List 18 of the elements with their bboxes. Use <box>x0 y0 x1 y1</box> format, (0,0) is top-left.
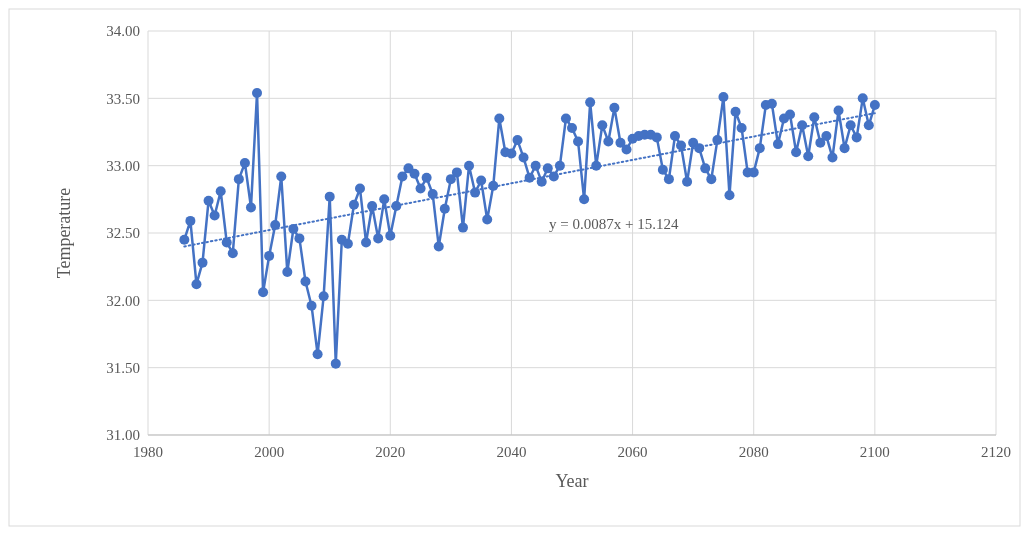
annotation: y = 0.0087x + 15.124 <box>549 215 680 232</box>
x-axis-title: Year <box>555 471 589 491</box>
x-tick-label: 2120 <box>981 444 1011 460</box>
y-axis-title: Temperature <box>54 187 74 279</box>
x-tick-label: 2060 <box>617 444 648 460</box>
y-tick-label: 34.00 <box>106 23 140 40</box>
y-tick-label: 31.50 <box>106 359 140 376</box>
x-tick-label: 2040 <box>496 444 527 460</box>
y-tick-label: 32.50 <box>106 225 140 242</box>
x-tick-label: 1980 <box>133 444 163 460</box>
y-tick-label: 31.00 <box>106 427 140 444</box>
y-tick-label: 33.50 <box>106 90 140 107</box>
x-tick-label: 2000 <box>254 444 285 460</box>
x-tick-label: 2080 <box>738 444 769 460</box>
x-tick-label: 2020 <box>375 444 406 460</box>
y-tick-label: 33.00 <box>106 157 140 174</box>
x-tick-label: 2100 <box>859 444 890 460</box>
y-tick-label: 32.00 <box>106 292 140 309</box>
